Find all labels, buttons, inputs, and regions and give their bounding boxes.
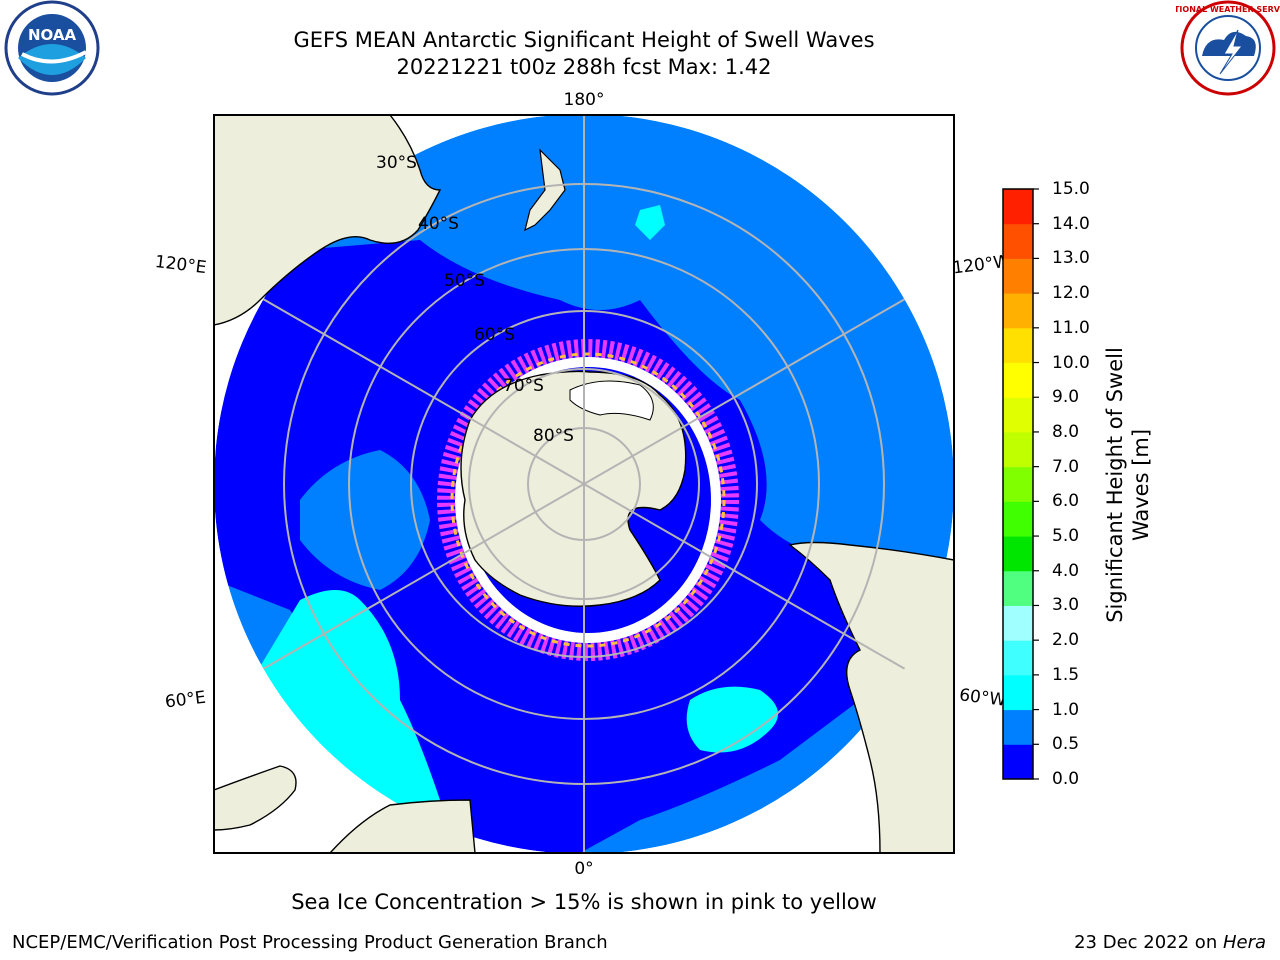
australia-land xyxy=(214,115,442,326)
colorbar-segment xyxy=(1003,223,1033,259)
colorbar-tick-label: 12.0 xyxy=(1052,283,1090,304)
colorbar-segment xyxy=(1003,709,1033,745)
colorbar-tick-label: 4.0 xyxy=(1052,560,1080,581)
nws-logo: NATIONAL WEATHER SERVICE xyxy=(1176,0,1280,96)
lat-label-80s: 80°S xyxy=(533,426,574,446)
colorbar-segment xyxy=(1003,744,1033,780)
colorbar-segment xyxy=(1003,605,1033,641)
colorbar-tick-label: 9.0 xyxy=(1052,387,1080,408)
graticule xyxy=(214,114,954,854)
lat-label-60s: 60°S xyxy=(474,325,515,345)
colorbar xyxy=(1002,188,1039,780)
colorbar-tick-label: 7.0 xyxy=(1052,456,1080,477)
chart-title: GEFS MEAN Antarctic Significant Height o… xyxy=(293,28,875,52)
africa-land xyxy=(329,799,476,853)
footer-credit: NCEP/EMC/Verification Post Processing Pr… xyxy=(12,932,608,953)
sea-ice-ring-yellow xyxy=(450,352,726,648)
colorbar-tick-label: 6.0 xyxy=(1052,491,1080,512)
map-frame xyxy=(213,114,955,854)
colorbar-tick-label: 0.0 xyxy=(1052,769,1080,789)
colorbar-segment xyxy=(1003,640,1033,676)
sea-ice-ring-inner xyxy=(455,357,721,643)
colorbar-tick-label: 11.0 xyxy=(1052,317,1090,338)
lon-label-120e: 120°E xyxy=(154,252,208,278)
chart-subtitle: 20221221 t00z 288h fcst Max: 1.42 xyxy=(396,55,772,79)
higher-swell-patch xyxy=(686,686,778,753)
colorbar-segment xyxy=(1003,674,1033,711)
lon-label-0: 0° xyxy=(574,859,593,879)
colorbar-tick-label: 5.0 xyxy=(1052,526,1080,547)
svg-text:NOAA: NOAA xyxy=(28,26,77,44)
footer-date: 23 Dec 2022 on Hera xyxy=(1074,932,1266,953)
lat-label-70s: 70°S xyxy=(503,376,544,396)
colorbar-tick-label: 10.0 xyxy=(1052,352,1090,373)
lat-label-30s: 30°S xyxy=(376,153,417,173)
swell-patch-small xyxy=(635,205,665,240)
colorbar-tick-label: 1.0 xyxy=(1052,699,1080,720)
colorbar-tick-label: 1.5 xyxy=(1052,664,1080,685)
ross-ice-shelf xyxy=(569,380,654,421)
south-america-land xyxy=(788,541,954,853)
antarctica-land xyxy=(460,370,687,607)
colorbar-segment xyxy=(1003,536,1033,572)
madagascar-land xyxy=(214,765,297,831)
colorbar-tick-label: 13.0 xyxy=(1052,248,1090,269)
sea-ice-ring xyxy=(437,339,739,661)
colorbar-segment xyxy=(1003,501,1033,537)
lon-label-60e: 60°E xyxy=(164,688,207,713)
colorbar-segment xyxy=(1003,431,1033,468)
colorbar-segment xyxy=(1003,189,1033,225)
sea-ice-note: Sea Ice Concentration > 15% is shown in … xyxy=(291,890,877,914)
lon-label-180: 180° xyxy=(564,90,605,110)
lat-label-50s: 50°S xyxy=(444,271,485,291)
svg-text:NATIONAL WEATHER SERVICE: NATIONAL WEATHER SERVICE xyxy=(1176,5,1280,14)
colorbar-segment xyxy=(1003,327,1033,364)
mid-swell-patch xyxy=(300,450,430,590)
colorbar-tick-label: 0.5 xyxy=(1052,734,1080,755)
colorbar-tick-label: 8.0 xyxy=(1052,421,1080,442)
colorbar-label: Significant Height of Swell Waves [m] xyxy=(1103,347,1153,623)
colorbar-tick-label: 15.0 xyxy=(1052,179,1090,199)
colorbar-segment xyxy=(1003,466,1033,502)
colorbar-segment xyxy=(1003,293,1033,329)
colorbar-tick-label: 3.0 xyxy=(1052,595,1080,616)
noaa-logo: NOAA xyxy=(4,0,100,96)
colorbar-segment xyxy=(1003,397,1033,433)
new-zealand-land xyxy=(524,148,566,232)
colorbar-tick-label: 14.0 xyxy=(1052,213,1090,234)
colorbar-tick-label: 2.0 xyxy=(1052,630,1080,651)
lat-label-40s: 40°S xyxy=(418,214,459,234)
colorbar-segment xyxy=(1003,570,1033,606)
colorbar-segment xyxy=(1003,258,1033,294)
colorbar-segment xyxy=(1003,362,1033,398)
